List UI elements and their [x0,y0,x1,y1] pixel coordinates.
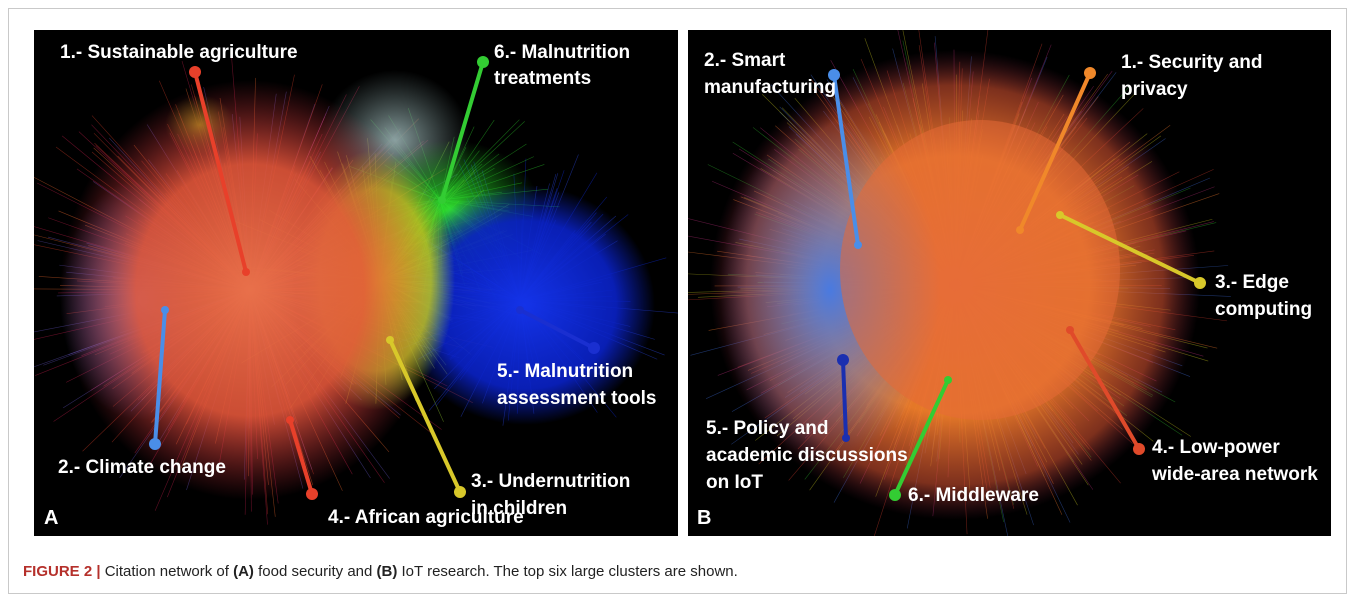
cluster-label: 4.- Low-power [1152,437,1280,458]
pointer-dot [889,489,901,501]
cluster-label: wide-area network [1151,464,1318,485]
caption-text: Citation network of [101,563,234,580]
cluster-label: 2.- Smart [704,50,786,71]
pointer-dot [477,56,489,68]
cluster-label: assessment tools [497,388,656,409]
pointer-dot [1194,277,1206,289]
pointer-dot [588,342,600,354]
cluster-label: treatments [494,68,591,89]
caption: FIGURE 2 | Citation network of (A) food … [23,563,738,580]
cluster-label: 3.- Edge [1215,272,1289,293]
cluster-label: 6.- Middleware [908,485,1039,506]
caption-text: food security and [254,563,377,580]
cluster-label: in children [471,498,567,519]
pointer-end [1066,326,1074,334]
pointer-dot [149,438,161,450]
pointer-dot [1133,443,1145,455]
pointer-end [1016,226,1024,234]
cluster-label: on IoT [706,472,763,493]
pointer-end [242,268,250,276]
pointer-end [386,336,394,344]
panel-letter: A [44,507,58,529]
caption-panel-ref: (A) [233,563,254,580]
cluster-label: 2.- Climate change [58,457,226,478]
caption-text: IoT research. The top six large clusters… [397,563,737,580]
caption-panel-ref: (B) [377,563,398,580]
figure-panels: A 1.- Sustainable agriculture 6.- Malnutri… [0,0,1357,560]
pointer-end [944,376,952,384]
caption-label: FIGURE 2 | [23,563,101,580]
pointer-dot [306,488,318,500]
cluster-label: 5.- Malnutrition [497,361,633,382]
pointer-dot [837,354,849,366]
pointer-dot [454,486,466,498]
cluster-label: manufacturing [704,77,836,98]
pointer-end [438,196,446,204]
cluster-label: academic discussions [706,445,908,466]
pointer-end [842,434,850,442]
pointer-dot [189,66,201,78]
cluster-label: 6.- Malnutrition [494,42,630,63]
page: {"figure": { "panels": [ {"letter": "A",… [0,0,1357,604]
pointer-end [516,306,524,314]
pointer-end [161,306,169,314]
cluster-label: 3.- Undernutrition [471,471,630,492]
pointer-dot [1084,67,1096,79]
pointer-end [286,416,294,424]
cluster-label: 1.- Sustainable agriculture [60,42,298,63]
pointer-end [854,241,862,249]
cluster-label: 1.- Security and [1121,52,1263,73]
cluster-label: privacy [1121,79,1188,100]
cluster-label: computing [1215,299,1312,320]
panel-letter: B [697,507,711,529]
pointer-end [1056,211,1064,219]
cluster-label: 5.- Policy and [706,418,828,439]
